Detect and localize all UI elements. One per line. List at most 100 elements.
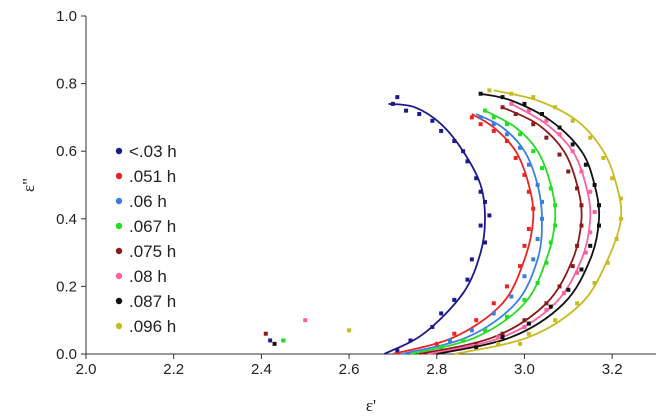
series-fit-curve [436, 92, 601, 355]
data-point [496, 335, 501, 340]
data-point [570, 142, 575, 147]
legend-marker [115, 297, 123, 305]
data-point [434, 341, 439, 346]
data-point [491, 122, 496, 127]
legend-label: .067 h [129, 217, 176, 236]
data-point [491, 128, 496, 133]
data-point [601, 155, 606, 160]
data-point [561, 291, 566, 296]
x-tick-label: 2.4 [251, 361, 272, 378]
legend-marker [115, 222, 123, 230]
data-point [531, 206, 536, 211]
data-point [452, 139, 457, 144]
series-fit-curve [392, 113, 535, 355]
data-point [597, 203, 601, 208]
data-point [570, 118, 575, 123]
legend-marker [115, 322, 123, 330]
data-point [544, 135, 549, 140]
series-fit-curve [383, 103, 486, 355]
data-point [500, 105, 505, 110]
data-point [544, 260, 549, 265]
y-tick-label: 1.0 [56, 8, 77, 25]
data-point [513, 112, 518, 117]
legend-label: .075 h [129, 242, 176, 261]
data-point [618, 216, 623, 221]
series-fit-curve [454, 89, 623, 355]
data-point [491, 311, 496, 316]
data-point [544, 118, 549, 123]
series-7 [347, 88, 623, 355]
data-point [439, 345, 444, 350]
series-0 [268, 95, 492, 355]
data-point [583, 250, 588, 255]
data-point [491, 115, 496, 120]
data-point [540, 216, 544, 221]
y-axis-title: ε" [19, 178, 38, 192]
data-point [544, 308, 549, 313]
legend-label: .096 h [129, 317, 176, 336]
data-point [570, 264, 575, 269]
series-4 [263, 105, 584, 355]
data-point [518, 264, 523, 269]
data-point [588, 189, 593, 194]
y-tick-label: 0.4 [56, 211, 77, 228]
data-point [478, 115, 483, 120]
data-point [522, 101, 527, 106]
y-tick-label: 0.2 [56, 278, 77, 295]
series-fit-curve [419, 106, 583, 355]
data-point [469, 328, 474, 333]
data-point [570, 149, 575, 154]
data-point [535, 183, 540, 187]
data-point [496, 341, 501, 346]
data-point [518, 145, 523, 150]
data-point [263, 331, 268, 336]
data-point [531, 95, 536, 100]
data-point [518, 341, 523, 346]
data-point [526, 331, 531, 336]
legend-label: .051 h [129, 167, 176, 186]
data-point [439, 128, 444, 133]
data-point [522, 172, 527, 177]
data-point [452, 297, 457, 302]
legend: <.03 h .051 h .06 h .067 h .075 h .08 h .087 h… [115, 142, 177, 336]
data-point [531, 257, 536, 262]
data-point [592, 183, 597, 187]
data-point [592, 210, 597, 215]
data-point [430, 324, 435, 329]
x-axis-title: ε' [366, 396, 376, 415]
data-point [588, 230, 593, 235]
data-point [509, 294, 514, 299]
legend-marker [115, 247, 123, 255]
data-point [452, 331, 457, 336]
data-point [553, 105, 558, 110]
data-point [597, 223, 601, 228]
data-point [579, 203, 584, 208]
data-point [504, 139, 509, 144]
data-point [461, 338, 466, 343]
legend-label: <.03 h [129, 142, 177, 161]
data-point [487, 88, 492, 93]
data-point [553, 203, 558, 208]
data-point [303, 318, 308, 323]
x-tick-label: 2.6 [339, 361, 360, 378]
data-point [557, 284, 562, 289]
data-point [588, 135, 593, 140]
x-tick-label: 3.0 [514, 361, 535, 378]
data-point [548, 186, 553, 191]
data-point [500, 335, 505, 340]
data-point [474, 318, 479, 323]
data-point [575, 243, 580, 248]
data-point [268, 338, 273, 343]
data-point [592, 281, 597, 286]
data-point [465, 159, 470, 164]
series-fit-curve [427, 103, 592, 355]
series-fit-curve [410, 109, 557, 355]
data-point [526, 162, 531, 167]
x-axis: 2.0 2.2 2.4 2.6 2.8 3.0 3.2 [76, 354, 623, 378]
data-point [395, 348, 400, 353]
data-point [526, 189, 531, 194]
data-point [483, 328, 487, 333]
data-point [395, 95, 400, 100]
x-tick-label: 2.2 [163, 361, 184, 378]
legend-marker [115, 172, 123, 180]
